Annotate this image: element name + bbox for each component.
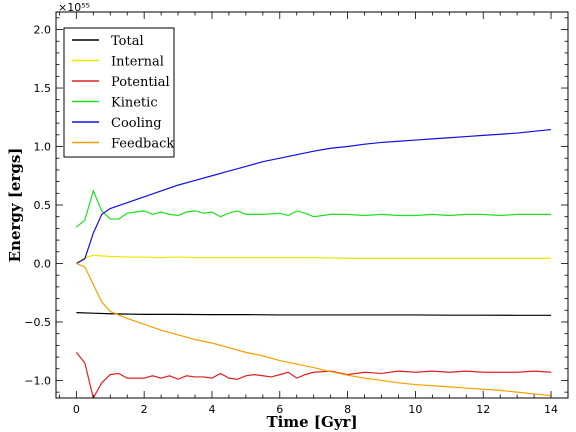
x-tick-label: 12 [476, 403, 490, 416]
legend-label-cooling: Cooling [111, 116, 162, 131]
legend-box [63, 27, 175, 158]
x-tick-label: 6 [276, 403, 283, 416]
series-line-feedback [76, 262, 552, 397]
series-line-kinetic [75, 189, 552, 228]
series-line-total [76, 312, 552, 316]
series-line-potential [75, 352, 552, 398]
legend-label-potential: Potential [111, 75, 170, 90]
legend-label-total: Total [111, 34, 144, 49]
y-tick-label: −0.5 [24, 316, 51, 329]
x-axis-label: Time [Gyr] [266, 413, 357, 431]
x-tick-label: 10 [408, 403, 422, 416]
legend-label-feedback: Feedback [111, 137, 174, 152]
tick-layer: 0 2 4 6 8 10 12 14 −1.0 −0.5 0.0 0.5 1.0 1.5 2.0 [24, 12, 569, 416]
y-tick-label: 0.5 [34, 199, 52, 212]
y-tick-label: 2.0 [34, 24, 52, 37]
series-line-cooling [76, 128, 552, 265]
y-tick-label: 1.5 [34, 82, 52, 95]
x-tick-label: 14 [544, 403, 558, 416]
y-tick-label: 1.0 [34, 141, 52, 154]
x-tick-label: 8 [344, 403, 351, 416]
legend-label-kinetic: Kinetic [111, 96, 158, 111]
y-tick-label: 0.0 [34, 257, 52, 270]
data-layer [75, 128, 552, 398]
legend: Total Internal Potential Kinetic Cooling Feed… [63, 27, 175, 158]
y-axis-label: Energy [ergs] [6, 148, 24, 263]
series-line-internal [75, 254, 552, 264]
y-offset-label: ×10⁵⁵ [58, 1, 90, 14]
x-tick-label: 4 [208, 403, 215, 416]
x-tick-label: 2 [141, 403, 148, 416]
x-tick-label: 0 [73, 403, 80, 416]
y-tick-label: −1.0 [24, 374, 51, 387]
legend-label-internal: Internal [111, 55, 164, 70]
